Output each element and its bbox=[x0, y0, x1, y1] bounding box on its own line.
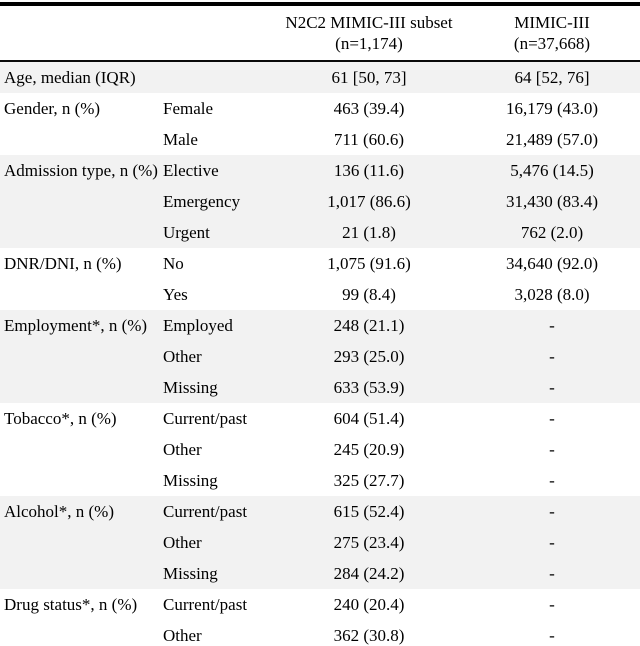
value-n2c2-subset: 711 (60.6) bbox=[333, 129, 405, 149]
table-row: Emergency 1,017 (86.6) 31,430 (83.4) bbox=[0, 186, 640, 217]
header-spacer-label-col bbox=[0, 6, 160, 60]
value-n2c2-subset: 99 (8.4) bbox=[342, 284, 396, 304]
value-mimic-iii: - bbox=[549, 501, 555, 521]
row-group-label: Gender, n (%) bbox=[4, 98, 101, 118]
row-group-label: Drug status*, n (%) bbox=[4, 594, 138, 614]
table-row: Missing 633 (53.9) - bbox=[0, 372, 640, 403]
row-group-label: Alcohol*, n (%) bbox=[4, 501, 115, 521]
table-row: Yes 99 (8.4) 3,028 (8.0) bbox=[0, 279, 640, 310]
table-row: Tobacco*, n (%) Current/past 604 (51.4) - bbox=[0, 403, 640, 434]
column-header-mimic: MIMIC-III (n=37,668) bbox=[464, 6, 640, 60]
row-sub-label: Current/past bbox=[163, 408, 248, 428]
table-row: Other 362 (30.8) - bbox=[0, 620, 640, 646]
row-sub-label: Emergency bbox=[163, 191, 241, 211]
value-n2c2-subset: 1,075 (91.6) bbox=[327, 253, 411, 273]
value-n2c2-subset: 245 (20.9) bbox=[333, 439, 405, 459]
value-mimic-iii: - bbox=[549, 439, 555, 459]
value-n2c2-subset: 1,017 (86.6) bbox=[327, 191, 411, 211]
column-header-n2c2: N2C2 MIMIC-III subset (n=1,174) bbox=[274, 6, 464, 60]
value-n2c2-subset: 284 (24.2) bbox=[333, 563, 405, 583]
row-sub-label: Male bbox=[163, 129, 198, 149]
value-n2c2-subset: 604 (51.4) bbox=[333, 408, 405, 428]
row-sub-label: Current/past bbox=[163, 501, 248, 521]
table-row: Alcohol*, n (%) Current/past 615 (52.4) - bbox=[0, 496, 640, 527]
value-mimic-iii: 21,489 (57.0) bbox=[505, 129, 599, 149]
value-mimic-iii: 16,179 (43.0) bbox=[505, 98, 599, 118]
column-header-n2c2-count: (n=1,174) bbox=[335, 34, 403, 53]
value-mimic-iii: - bbox=[549, 625, 555, 645]
row-sub-label: Missing bbox=[163, 377, 218, 397]
value-mimic-iii: 34,640 (92.0) bbox=[505, 253, 599, 273]
row-sub-label: Missing bbox=[163, 563, 218, 583]
column-header-n2c2-title: N2C2 MIMIC-III subset bbox=[285, 13, 453, 32]
row-sub-label: Current/past bbox=[163, 594, 248, 614]
value-n2c2-subset: 615 (52.4) bbox=[333, 501, 405, 521]
row-sub-label: Female bbox=[163, 98, 214, 118]
table-row: Missing 284 (24.2) - bbox=[0, 558, 640, 589]
value-mimic-iii: 5,476 (14.5) bbox=[510, 160, 594, 180]
table-row: Drug status*, n (%) Current/past 240 (20.4… bbox=[0, 589, 640, 620]
column-header-mimic-count: (n=37,668) bbox=[513, 34, 591, 53]
value-mimic-iii: - bbox=[549, 315, 555, 335]
table-row: Age, median (IQR) 61 [50, 73] 64 [52, 76] bbox=[0, 62, 640, 93]
value-n2c2-subset: 463 (39.4) bbox=[333, 98, 405, 118]
value-mimic-iii: - bbox=[549, 563, 555, 583]
value-n2c2-subset: 325 (27.7) bbox=[333, 470, 405, 490]
table-body: Age, median (IQR) 61 [50, 73] 64 [52, 76] G… bbox=[0, 62, 640, 646]
row-sub-label: Other bbox=[163, 346, 202, 366]
row-sub-label: Employed bbox=[163, 315, 233, 335]
value-n2c2-subset: 136 (11.6) bbox=[333, 160, 405, 180]
value-mimic-iii: - bbox=[549, 346, 555, 366]
value-n2c2-subset: 275 (23.4) bbox=[333, 532, 405, 552]
value-mimic-iii: 31,430 (83.4) bbox=[505, 191, 599, 211]
row-group-label: Admission type, n (%) bbox=[4, 160, 158, 180]
table-row: Missing 325 (27.7) - bbox=[0, 465, 640, 496]
table-row: Gender, n (%) Female 463 (39.4) 16,179 (43.… bbox=[0, 93, 640, 124]
value-mimic-iii: 762 (2.0) bbox=[520, 222, 584, 242]
row-sub-label: No bbox=[163, 253, 184, 273]
table-row: Other 245 (20.9) - bbox=[0, 434, 640, 465]
table-row: Employment*, n (%) Employed 248 (21.1) - bbox=[0, 310, 640, 341]
value-n2c2-subset: 248 (21.1) bbox=[333, 315, 405, 335]
value-n2c2-subset: 293 (25.0) bbox=[333, 346, 405, 366]
table-header-row: N2C2 MIMIC-III subset (n=1,174) MIMIC-II… bbox=[0, 6, 640, 60]
table-row: Urgent 21 (1.8) 762 (2.0) bbox=[0, 217, 640, 248]
value-mimic-iii: - bbox=[549, 408, 555, 428]
table-row: Other 275 (23.4) - bbox=[0, 527, 640, 558]
row-sub-label: Yes bbox=[163, 284, 188, 304]
table-row: DNR/DNI, n (%) No 1,075 (91.6) 34,640 (92.0… bbox=[0, 248, 640, 279]
header-divider-rule bbox=[0, 60, 640, 62]
value-n2c2-subset: 240 (20.4) bbox=[333, 594, 405, 614]
table-row: Other 293 (25.0) - bbox=[0, 341, 640, 372]
table-row: Male 711 (60.6) 21,489 (57.0) bbox=[0, 124, 640, 155]
value-n2c2-subset: 61 [50, 73] bbox=[331, 67, 407, 87]
column-header-mimic-title: MIMIC-III bbox=[514, 13, 590, 32]
value-n2c2-subset: 21 (1.8) bbox=[342, 222, 396, 242]
row-sub-label: Other bbox=[163, 532, 202, 552]
value-mimic-iii: 3,028 (8.0) bbox=[514, 284, 590, 304]
row-sub-label: Urgent bbox=[163, 222, 210, 242]
table-top-rule bbox=[0, 2, 640, 6]
value-mimic-iii: - bbox=[549, 594, 555, 614]
row-group-label: Employment*, n (%) bbox=[4, 315, 148, 335]
value-n2c2-subset: 633 (53.9) bbox=[333, 377, 405, 397]
header-spacer-sub-col bbox=[160, 6, 274, 60]
row-group-label: DNR/DNI, n (%) bbox=[4, 253, 122, 273]
value-n2c2-subset: 362 (30.8) bbox=[333, 625, 405, 645]
row-group-label: Tobacco*, n (%) bbox=[4, 408, 117, 428]
value-mimic-iii: - bbox=[549, 377, 555, 397]
value-mimic-iii: - bbox=[549, 470, 555, 490]
row-sub-label: Other bbox=[163, 439, 202, 459]
table-row: Admission type, n (%) Elective 136 (11.6) 5… bbox=[0, 155, 640, 186]
row-sub-label: Other bbox=[163, 625, 202, 645]
row-sub-label: Missing bbox=[163, 470, 218, 490]
value-mimic-iii: - bbox=[549, 532, 555, 552]
row-group-label: Age, median (IQR) bbox=[4, 67, 136, 87]
row-sub-label: Elective bbox=[163, 160, 219, 180]
value-mimic-iii: 64 [52, 76] bbox=[514, 67, 590, 87]
